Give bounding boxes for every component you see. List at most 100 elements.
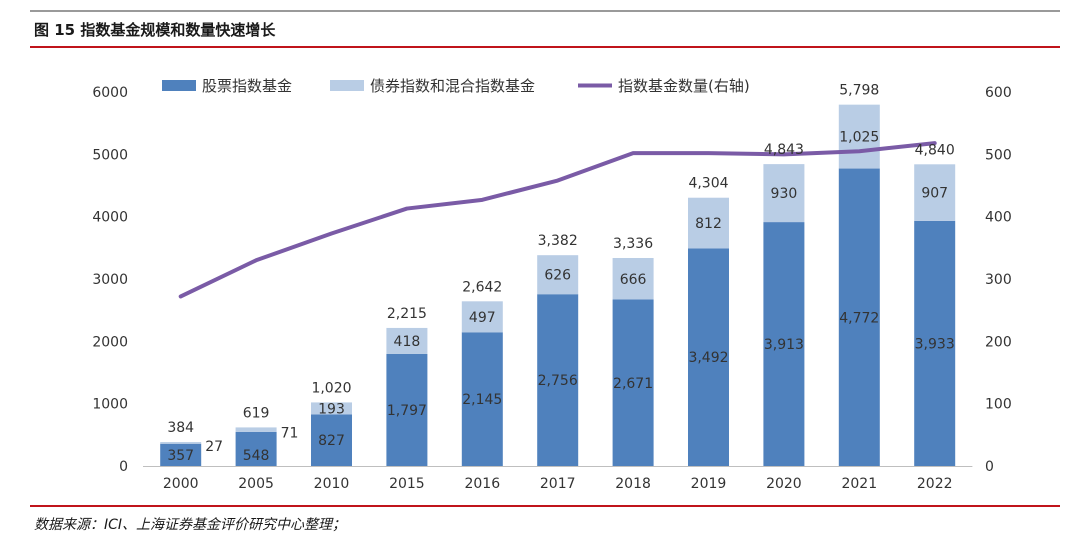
stock-index-value-label: 3,492 bbox=[688, 350, 728, 366]
figure-header: 图 15 指数基金规模和数量快速增长 bbox=[0, 0, 1080, 44]
bar-stock-index bbox=[537, 294, 579, 466]
bond-mixed-value-label: 626 bbox=[544, 268, 571, 284]
footer-red-divider bbox=[30, 505, 1060, 507]
left-tick-label: 1000 bbox=[92, 397, 128, 413]
line-layer bbox=[178, 141, 937, 299]
bar-stock-index bbox=[763, 222, 805, 466]
bond-mixed-value-label: 1,025 bbox=[839, 130, 879, 146]
total-value-label: 5,798 bbox=[839, 83, 879, 99]
bar-bond-mixed-index bbox=[160, 442, 202, 444]
bar-stock-index bbox=[838, 168, 880, 466]
bar-bond-mixed-index bbox=[235, 427, 277, 432]
bar-bond-mixed-index bbox=[311, 402, 352, 415]
x-tick-label: 2010 bbox=[314, 476, 350, 492]
bar-bond-mixed-index bbox=[688, 197, 729, 249]
left-tick-label: 2000 bbox=[92, 334, 128, 350]
bar-bond-mixed-index bbox=[386, 327, 428, 354]
bar-bond-mixed-index bbox=[537, 255, 579, 295]
right-tick-label: 600 bbox=[985, 85, 1012, 101]
bond-mixed-value-label: 71 bbox=[281, 426, 299, 442]
bar-bond-mixed-index bbox=[763, 164, 805, 223]
right-tick-label: 400 bbox=[985, 210, 1012, 226]
total-value-label: 2,215 bbox=[387, 306, 427, 322]
bar-stock-index bbox=[386, 353, 428, 466]
bar-stock-index bbox=[612, 299, 654, 466]
total-value-label: 4,840 bbox=[915, 142, 955, 158]
bond-mixed-value-label: 27 bbox=[205, 439, 223, 455]
stock-index-value-label: 1,797 bbox=[387, 403, 427, 419]
x-tick-label: 2005 bbox=[238, 476, 274, 492]
bond-mixed-value-label: 666 bbox=[620, 272, 647, 288]
x-tick-label: 2019 bbox=[691, 476, 727, 492]
bar-stock-index bbox=[235, 431, 277, 466]
stock-index-value-label: 2,671 bbox=[613, 376, 653, 392]
x-axis: 2000 2005 2010 2015 2016 2017 2018 2019 2020 2021… bbox=[143, 466, 973, 492]
bar-stock-index bbox=[160, 443, 202, 466]
stock-index-value-label: 548 bbox=[243, 448, 270, 464]
stock-index-value-label: 3,913 bbox=[764, 337, 804, 353]
total-value-label: 3,382 bbox=[538, 233, 578, 249]
total-value-label: 1,020 bbox=[311, 380, 351, 396]
chart-legend: 股票指数基金 债券指数和混合指数基金 指数基金数量(右轴) bbox=[162, 77, 750, 95]
x-tick-label: 2015 bbox=[389, 476, 425, 492]
bond-mixed-value-label: 812 bbox=[695, 216, 722, 232]
legend-label-count-line: 指数基金数量(右轴) bbox=[618, 77, 750, 95]
figure-title: 图 15 指数基金规模和数量快速增长 bbox=[34, 21, 276, 39]
stock-index-value-label: 827 bbox=[318, 433, 345, 449]
x-tick-label: 2017 bbox=[540, 476, 576, 492]
total-value-label: 2,642 bbox=[462, 279, 502, 295]
left-tick-label: 6000 bbox=[92, 85, 128, 101]
stock-index-value-label: 2,145 bbox=[462, 392, 502, 408]
total-value-label: 4,843 bbox=[764, 142, 804, 158]
left-tick-label: 0 bbox=[119, 459, 128, 475]
legend-swatch-bond-mixed-index bbox=[330, 80, 364, 91]
stock-index-value-label: 4,772 bbox=[839, 310, 879, 326]
left-tick-label: 3000 bbox=[92, 272, 128, 288]
stock-index-value-label: 2,756 bbox=[538, 373, 578, 389]
bar-stock-index bbox=[914, 220, 956, 466]
total-value-label: 384 bbox=[167, 420, 194, 436]
x-tick-label: 2018 bbox=[615, 476, 651, 492]
x-tick-label: 2020 bbox=[766, 476, 802, 492]
right-tick-label: 200 bbox=[985, 334, 1012, 350]
index-fund-count-line bbox=[178, 141, 937, 299]
bond-mixed-value-label: 418 bbox=[394, 334, 421, 350]
top-divider bbox=[30, 10, 1060, 12]
bond-mixed-value-label: 497 bbox=[469, 310, 496, 326]
bond-mixed-value-label: 907 bbox=[921, 186, 948, 202]
left-tick-label: 4000 bbox=[92, 210, 128, 226]
value-labels: 357 27 384 548 71 619 827 193 1,020 1,797 418 2,215… bbox=[167, 83, 954, 464]
x-tick-label: 2000 bbox=[163, 476, 199, 492]
bar-group bbox=[160, 104, 956, 466]
title-red-divider bbox=[30, 46, 1060, 48]
bar-bond-mixed-index bbox=[838, 104, 880, 169]
bar-stock-index bbox=[461, 332, 503, 466]
bar-bond-mixed-index bbox=[914, 164, 956, 221]
bar-bond-mixed-index bbox=[461, 301, 503, 333]
x-tick-label: 2016 bbox=[464, 476, 500, 492]
legend-label-stock-index: 股票指数基金 bbox=[202, 77, 292, 95]
left-tick-label: 5000 bbox=[92, 147, 128, 163]
right-tick-label: 500 bbox=[985, 147, 1012, 163]
x-tick-label: 2021 bbox=[841, 476, 877, 492]
legend-label-bond-mixed-index: 债券指数和混合指数基金 bbox=[370, 77, 535, 95]
right-tick-label: 300 bbox=[985, 272, 1012, 288]
bond-mixed-value-label: 930 bbox=[771, 186, 798, 202]
total-value-label: 619 bbox=[243, 405, 270, 421]
left-y-axis: 0 1000 2000 3000 4000 5000 6000 bbox=[92, 85, 128, 475]
right-y-axis: 0 100 200 300 400 500 600 bbox=[985, 85, 1012, 475]
stock-index-value-label: 3,933 bbox=[915, 336, 955, 352]
stock-index-value-label: 357 bbox=[167, 448, 194, 464]
right-tick-label: 100 bbox=[985, 397, 1012, 413]
x-tick-label: 2022 bbox=[917, 476, 953, 492]
legend-swatch-stock-index bbox=[162, 80, 196, 91]
bar-stock-index bbox=[311, 414, 352, 466]
source-note: 数据来源：ICI、上海证券基金评价研究中心整理； bbox=[34, 517, 347, 533]
bar-stock-index bbox=[688, 248, 729, 466]
bar-bond-mixed-index bbox=[612, 257, 654, 300]
total-value-label: 4,304 bbox=[688, 176, 728, 192]
right-tick-label: 0 bbox=[985, 459, 994, 475]
total-value-label: 3,336 bbox=[613, 236, 653, 252]
bond-mixed-value-label: 193 bbox=[318, 401, 345, 417]
